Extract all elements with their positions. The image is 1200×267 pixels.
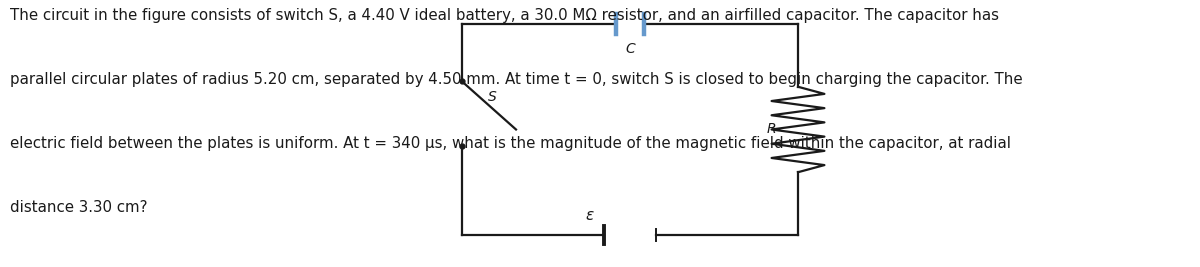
Text: distance 3.30 cm?: distance 3.30 cm? bbox=[10, 200, 148, 215]
Text: parallel circular plates of radius 5.20 cm, separated by 4.50 mm. At time t = 0,: parallel circular plates of radius 5.20 … bbox=[10, 72, 1022, 87]
Text: electric field between the plates is uniform. At t = 340 μs, what is the magnitu: electric field between the plates is uni… bbox=[10, 136, 1010, 151]
Text: R: R bbox=[767, 123, 776, 136]
Text: C: C bbox=[625, 42, 635, 56]
Text: The circuit in the figure consists of switch S, a 4.40 V ideal battery, a 30.0 M: The circuit in the figure consists of sw… bbox=[10, 8, 998, 23]
Text: ε: ε bbox=[586, 208, 594, 223]
Text: S: S bbox=[488, 91, 497, 104]
